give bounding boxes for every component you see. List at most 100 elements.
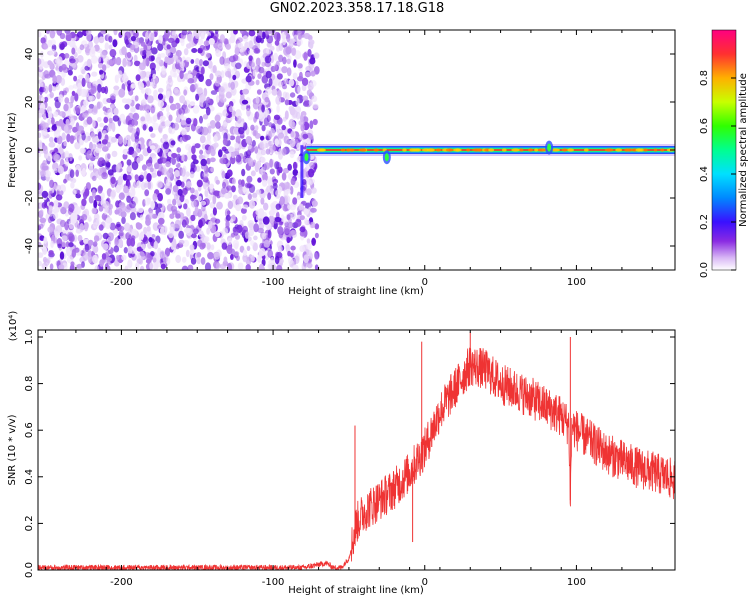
signal-blotch (412, 148, 417, 152)
noise-speckle (126, 166, 133, 172)
noise-speckle (273, 52, 279, 62)
noise-speckle (166, 44, 171, 50)
noise-speckle (137, 207, 144, 213)
noise-speckle (97, 62, 104, 69)
noise-speckle (145, 71, 151, 78)
noise-speckle (187, 264, 194, 270)
noise-speckle (172, 239, 177, 248)
noise-speckle (290, 229, 297, 236)
noise-speckle (81, 69, 86, 75)
noise-speckle (167, 198, 172, 205)
noise-speckle (296, 195, 301, 201)
noise-speckle (175, 49, 182, 57)
noise-speckle (167, 75, 173, 83)
noise-speckle (277, 226, 284, 235)
noise-speckle (191, 154, 197, 161)
noise-speckle (49, 48, 56, 56)
noise-speckle (277, 132, 285, 139)
noise-speckle (164, 120, 172, 127)
signal-blotch (584, 148, 589, 152)
noise-speckle (67, 69, 73, 76)
noise-speckle (69, 135, 75, 144)
x-tick-label: -100 (262, 277, 285, 288)
noise-speckle (71, 63, 77, 68)
noise-speckle (186, 43, 192, 49)
noise-speckle (49, 179, 55, 189)
noise-speckle (107, 153, 111, 160)
y-tick-label: 0.8 (24, 376, 35, 392)
noise-speckle (108, 44, 113, 50)
noise-speckle (248, 222, 254, 230)
noise-speckle (74, 93, 79, 102)
noise-speckle (133, 142, 139, 150)
noise-speckle (241, 214, 247, 221)
noise-speckle (86, 116, 93, 125)
noise-speckle (164, 30, 170, 39)
noise-speckle (150, 32, 155, 42)
noise-speckle (71, 47, 76, 55)
noise-speckle (194, 206, 199, 214)
noise-speckle (195, 34, 200, 39)
noise-speckle (292, 161, 298, 170)
noise-speckle (203, 236, 210, 243)
noise-speckle (155, 62, 160, 72)
noise-speckle (146, 225, 151, 232)
noise-speckle (52, 168, 58, 174)
noise-speckle (226, 169, 233, 177)
y-tick-label: 0 (24, 147, 35, 153)
noise-speckle (285, 46, 292, 55)
noise-speckle (92, 143, 97, 150)
signal-blotch (435, 148, 442, 152)
noise-speckle (252, 69, 257, 77)
noise-speckle (51, 117, 55, 125)
noise-speckle (210, 244, 215, 251)
noise-speckle (244, 182, 252, 189)
noise-speckle (239, 45, 244, 53)
noise-speckle (75, 206, 81, 215)
noise-speckle (74, 142, 81, 150)
noise-speckle (161, 121, 166, 127)
noise-speckle (246, 108, 251, 117)
noise-speckle (223, 256, 228, 263)
noise-speckle (182, 134, 189, 142)
noise-speckle (168, 114, 173, 122)
noise-speckle (56, 184, 62, 191)
noise-speckle (297, 76, 304, 82)
colorbar: 0.0 0.2 0.4 0.6 0.8 Normalized spectral ampl… (699, 29, 749, 278)
noise-speckle (152, 122, 160, 131)
signal-blotch (635, 148, 643, 152)
noise-speckle (216, 201, 223, 210)
noise-speckle (139, 62, 146, 71)
noise-speckle (207, 252, 214, 260)
noise-speckle (266, 35, 274, 44)
noise-speckle (235, 154, 242, 163)
noise-speckle (145, 31, 149, 40)
noise-speckle (171, 209, 178, 215)
noise-speckle (169, 103, 177, 111)
noise-speckle (129, 200, 136, 209)
noise-speckle (76, 263, 83, 269)
noise-speckle (314, 250, 320, 260)
noise-speckle (131, 228, 138, 236)
signal-blotch (502, 148, 507, 152)
noise-speckle (48, 205, 53, 211)
noise-speckle (279, 196, 285, 206)
noise-speckle (162, 165, 166, 174)
x-tick-label: 100 (567, 577, 586, 588)
noise-speckle (262, 179, 268, 187)
noise-speckle (148, 237, 153, 243)
noise-speckle (180, 154, 185, 162)
noise-speckle (149, 145, 156, 151)
noise-speckle (218, 86, 226, 95)
noise-speckle (150, 107, 155, 114)
noise-speckle (293, 255, 300, 264)
noise-speckle (145, 218, 151, 226)
noise-speckle (64, 53, 70, 59)
noise-speckle (300, 114, 304, 123)
noise-speckle (311, 95, 318, 103)
noise-speckle (146, 173, 152, 182)
colorbar-tick-label: 0.2 (699, 214, 710, 230)
noise-speckle (256, 160, 262, 168)
noise-speckle (63, 124, 69, 133)
noise-speckle (78, 155, 83, 161)
